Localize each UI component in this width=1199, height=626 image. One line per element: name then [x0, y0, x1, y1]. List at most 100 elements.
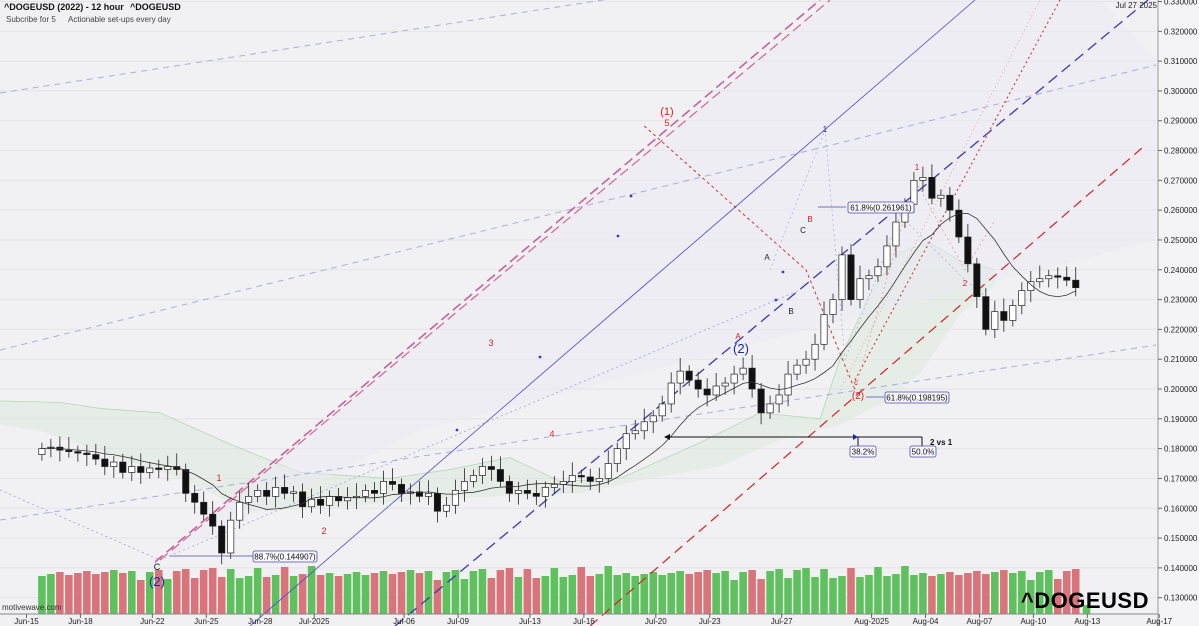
candle-body	[1054, 275, 1062, 278]
tagline: Actionable set-ups every day	[68, 15, 171, 24]
volume-bar	[982, 574, 990, 614]
candle-body	[991, 311, 999, 330]
volume-bar	[991, 572, 999, 614]
volume-bar	[388, 574, 397, 614]
candle-body	[640, 421, 648, 432]
proj-label-1-red: 1	[915, 163, 920, 172]
candle-body	[146, 467, 154, 473]
candle-body	[415, 491, 423, 497]
fib-label-382: 38.2%	[852, 448, 875, 457]
volume-bar	[325, 573, 334, 614]
moving-average	[41, 213, 1076, 510]
subscribe-note: Subcribe for 5	[6, 15, 56, 24]
time-tick-label: Jun-25	[194, 617, 219, 626]
volume-bar	[1044, 570, 1053, 614]
volume-bar	[784, 578, 792, 614]
price-tick-label: 0.130000	[1164, 594, 1198, 603]
volume-bar	[919, 573, 927, 614]
time-tick-label: Aug-17	[1146, 617, 1172, 626]
chart-header: ^DOGEUSD (2022) - 12 hour ^DOGEUSD Subcr…	[4, 2, 181, 24]
wave-label-1: 1	[216, 473, 221, 483]
volume-bar	[550, 568, 559, 614]
candle-body	[928, 177, 936, 199]
candle-body	[775, 394, 783, 405]
wave-label-a: A	[735, 332, 741, 341]
volume-bar	[973, 571, 981, 614]
volume-bar	[532, 578, 541, 614]
volume-bar	[226, 569, 235, 614]
price-tick-label: 0.200000	[1164, 385, 1198, 394]
volume-bar	[181, 569, 190, 614]
candle-body	[317, 498, 325, 506]
candle-body	[227, 519, 235, 554]
volume-bar	[559, 577, 568, 614]
candle-body	[1045, 275, 1053, 280]
volume-bar	[604, 566, 613, 614]
candle-body	[74, 451, 82, 454]
volume-bar	[883, 576, 891, 614]
candle-body	[856, 278, 864, 300]
price-tick-label: 0.230000	[1164, 296, 1198, 305]
proj-label-c-black: C	[800, 226, 806, 235]
candle-body	[577, 475, 585, 478]
candle-body	[910, 179, 918, 205]
time-tick-label: Aug-04	[913, 617, 939, 626]
candle-body	[604, 463, 612, 479]
solid-blue-channel	[249, 0, 976, 626]
proj-label-b-red: B	[807, 215, 812, 224]
corner-date: Jul 27 2025	[1115, 1, 1157, 10]
candle-body	[955, 209, 963, 238]
proj-label-b-small: B	[788, 307, 793, 316]
volume-bar	[280, 567, 289, 614]
volume-bar	[910, 575, 918, 614]
volume-bar	[83, 571, 91, 614]
time-tick-label: Jul-06	[393, 617, 415, 626]
price-tick-label: 0.210000	[1164, 355, 1198, 364]
marker-dot	[629, 194, 633, 198]
candle-body	[694, 379, 702, 390]
candle-body	[730, 373, 738, 384]
wave-label-2: 2	[321, 526, 326, 536]
volume-bar	[101, 572, 109, 614]
candle-body	[424, 492, 432, 497]
fib-label-50: 50.0%	[912, 448, 935, 457]
volume-bar	[119, 573, 127, 614]
candle-body	[685, 370, 693, 381]
fib-label-88-box	[252, 550, 318, 563]
candle-body	[272, 487, 280, 497]
candle-body	[748, 367, 756, 390]
candle-body	[308, 498, 316, 508]
fib-label-382-box	[849, 445, 877, 458]
time-tick-label: Jun-22	[140, 617, 165, 626]
volume-bar	[1036, 572, 1044, 614]
candle-body	[667, 382, 675, 405]
candle-body	[658, 403, 666, 417]
volume-bar	[766, 571, 774, 614]
candle-body	[38, 448, 46, 455]
volume-bar	[271, 575, 280, 614]
candle-body	[110, 461, 118, 467]
volume-bar	[523, 569, 532, 614]
volume-bar	[946, 572, 954, 614]
candle-body	[83, 452, 91, 455]
candle-body	[865, 275, 873, 280]
candle-body	[946, 194, 954, 211]
volume-bar	[802, 568, 810, 614]
measure-arrow	[664, 434, 670, 440]
fib-label-618-lower-box	[884, 391, 950, 404]
volume-bar	[361, 575, 370, 614]
volume-bar	[586, 576, 595, 614]
red-projection-zigzag	[854, 178, 996, 391]
volume-bar	[397, 572, 406, 614]
candle-body	[344, 497, 352, 502]
volume-bar	[92, 574, 100, 614]
candle-body	[649, 415, 657, 423]
candle-body	[173, 466, 181, 470]
candle-body	[757, 388, 765, 414]
candle-body	[487, 466, 495, 470]
candle-body	[362, 490, 370, 497]
volume-bar	[874, 567, 882, 614]
price-axis: 0.330000 0.320000 0.310000 0.300000 0.290000…	[1157, 0, 1199, 626]
